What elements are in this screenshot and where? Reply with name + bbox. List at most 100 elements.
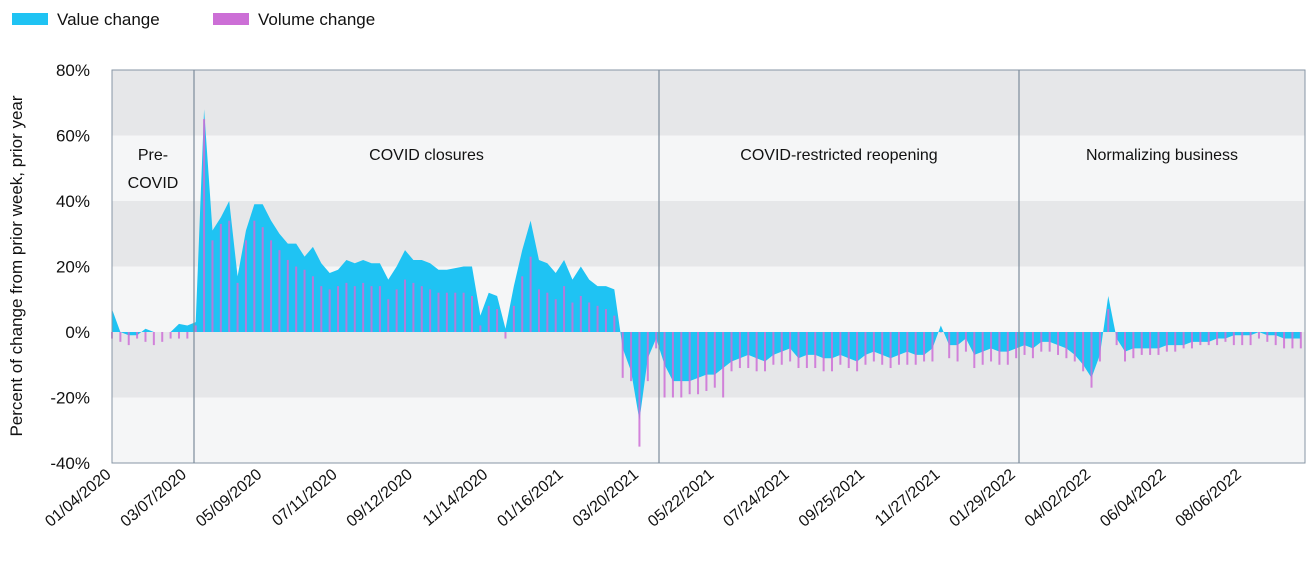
volume-bar	[789, 332, 792, 362]
volume-bar	[119, 332, 122, 342]
band	[112, 135, 1305, 201]
volume-bar	[697, 332, 700, 395]
volume-bar	[738, 332, 741, 369]
x-tick-label: 05/09/2020	[193, 466, 265, 531]
volume-bar	[1174, 332, 1177, 352]
volume-bar	[521, 276, 524, 332]
volume-bar	[487, 305, 490, 332]
volume-bar	[780, 332, 783, 365]
x-tick-label: 04/02/2022	[1022, 466, 1094, 531]
volume-bar	[571, 302, 574, 332]
y-tick-label: 80%	[56, 61, 90, 80]
volume-bar	[1283, 332, 1286, 349]
x-tick-label: 11/14/2020	[420, 466, 491, 530]
y-tick-label: 40%	[56, 192, 90, 211]
volume-bar	[680, 332, 683, 398]
volume-bar	[830, 332, 833, 372]
volume-bar	[1057, 332, 1060, 355]
x-tick-label: 03/07/2020	[118, 466, 190, 531]
volume-bar	[688, 332, 691, 395]
volume-bar	[429, 289, 432, 332]
legend-label: Volume change	[258, 10, 375, 29]
volume-bar	[1065, 332, 1068, 359]
volume-bar	[253, 220, 256, 332]
volume-bar	[847, 332, 850, 369]
volume-bar	[604, 309, 607, 332]
volume-bar	[127, 332, 130, 346]
volume-bar	[378, 286, 381, 332]
volume-bar	[914, 332, 917, 365]
volume-bar	[1224, 332, 1227, 342]
volume-bar	[353, 286, 356, 332]
volume-bar	[320, 286, 323, 332]
volume-bar	[337, 286, 340, 332]
volume-bar	[236, 282, 239, 332]
x-tick-label: 09/25/2021	[796, 466, 868, 531]
volume-bar	[839, 332, 842, 365]
x-tick-label: 03/20/2021	[570, 466, 642, 531]
volume-bar	[772, 332, 775, 365]
volume-bar	[646, 332, 649, 382]
volume-bar	[529, 256, 532, 332]
volume-bar	[638, 332, 641, 447]
volume-bar	[713, 332, 716, 388]
volume-bar	[1073, 332, 1076, 362]
volume-bar	[730, 332, 733, 372]
volume-bar	[1090, 332, 1093, 388]
volume-bar	[303, 269, 306, 332]
volume-bar	[177, 332, 180, 339]
value-area	[112, 109, 1301, 421]
volume-bar	[546, 292, 549, 332]
x-tick-label: 05/22/2021	[645, 466, 717, 531]
volume-bar	[1149, 332, 1152, 355]
volume-bar	[964, 332, 967, 352]
volume-bar	[663, 332, 666, 398]
y-tick-label: -20%	[50, 389, 90, 408]
band	[112, 70, 1305, 136]
volume-bar	[445, 292, 448, 332]
volume-bar	[554, 299, 557, 332]
x-tick-label: 07/11/2020	[269, 466, 340, 530]
volume-bar	[579, 295, 582, 332]
volume-bar	[211, 240, 214, 332]
volume-bar	[186, 332, 189, 339]
volume-bar	[1241, 332, 1244, 346]
volume-bar	[219, 223, 222, 332]
volume-bar	[1023, 332, 1026, 355]
volume-bar	[1274, 332, 1277, 346]
phase-label: Normalizing business	[1085, 147, 1239, 164]
volume-bar	[948, 332, 951, 359]
volume-bar	[588, 302, 591, 332]
volume-bar	[1199, 332, 1202, 346]
volume-bar	[1140, 332, 1143, 355]
volume-bar	[1190, 332, 1193, 349]
volume-bar	[764, 332, 767, 372]
volume-bar	[906, 332, 909, 365]
volume-bar	[923, 332, 926, 362]
volume-bar	[169, 332, 172, 339]
volume-bar	[856, 332, 859, 372]
volume-bar	[1291, 332, 1294, 349]
volume-bar	[136, 332, 139, 339]
volume-bar	[454, 292, 457, 332]
volume-bar	[270, 240, 273, 332]
volume-bar	[881, 332, 884, 365]
legend-label: Value change	[57, 10, 160, 29]
volume-bar	[203, 119, 206, 332]
volume-bar	[1124, 332, 1127, 362]
volume-bar	[1031, 332, 1034, 359]
volume-bar	[278, 250, 281, 332]
x-tick-label: 01/29/2022	[946, 466, 1018, 531]
volume-bar	[244, 240, 247, 332]
volume-bar	[897, 332, 900, 365]
volume-bar	[998, 332, 1001, 365]
volume-bar	[990, 332, 993, 362]
phase-label: COVID-restricted reopening	[740, 147, 938, 164]
volume-bar	[1132, 332, 1135, 359]
y-tick-label: -40%	[50, 454, 90, 473]
volume-bar	[889, 332, 892, 369]
volume-bar	[295, 266, 298, 332]
volume-bar	[496, 309, 499, 332]
y-tick-label: 0%	[65, 323, 90, 342]
